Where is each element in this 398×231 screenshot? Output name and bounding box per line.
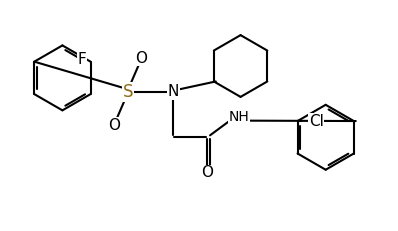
Text: S: S (123, 83, 133, 101)
Text: Cl: Cl (309, 114, 324, 128)
Text: O: O (201, 165, 213, 180)
Text: O: O (136, 51, 148, 66)
Text: NH: NH (228, 110, 249, 125)
Text: F: F (78, 52, 87, 67)
Text: N: N (168, 84, 179, 99)
Text: O: O (108, 118, 120, 133)
